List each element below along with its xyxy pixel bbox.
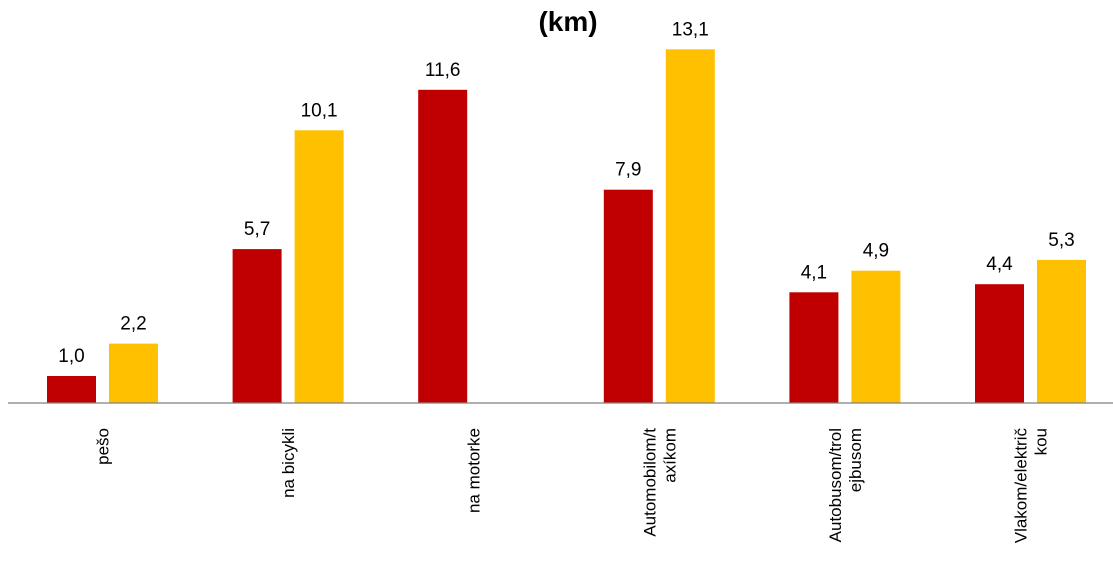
bar-s2-c5 [851, 270, 901, 403]
chart-title: (km) [538, 6, 597, 37]
category-label-4-line-1: Automobilom/t [640, 428, 659, 537]
bar-s1-c6 [975, 284, 1024, 403]
bar-s2-c1 [109, 343, 158, 403]
category-label-3-line-1: na motorke [465, 428, 484, 513]
category-label-5: Autobusom/trolejbusom [826, 428, 865, 542]
category-label-6-line-1: Vlakom/električ [1012, 428, 1031, 544]
bar-s1-c3 [418, 89, 468, 404]
value-label-s2-c4: 13,1 [672, 19, 709, 40]
value-label-s1-c2: 5,7 [244, 219, 270, 240]
category-labels-group: pešo na bicykli na motorke Automobilom/taxí… [94, 428, 1051, 544]
value-label-s2-c1: 2,2 [120, 314, 146, 335]
bar-s1-c1 [47, 376, 96, 403]
category-label-2-line-1: na bicykli [279, 428, 298, 498]
category-label-3: na motorke [465, 428, 484, 513]
category-label-5-line-2: ejbusom [846, 428, 865, 492]
category-label-4: Automobilom/taxíkom [640, 428, 679, 537]
category-label-6: Vlakom/električkou [1012, 428, 1051, 544]
bar-s2-c2 [294, 130, 344, 404]
bar-s2-c4 [665, 49, 715, 404]
value-label-s2-c2: 10,1 [301, 100, 338, 121]
value-label-s1-c6: 4,4 [986, 254, 1013, 275]
bar-s2-c6 [1037, 259, 1086, 403]
bar-s1-c4 [603, 189, 653, 403]
category-label-1-line-1: pešo [94, 428, 113, 465]
value-label-s2-c5: 4,9 [863, 241, 889, 262]
bars-group [47, 49, 1086, 404]
category-label-1: pešo [94, 428, 113, 465]
value-label-s1-c5: 4,1 [801, 262, 827, 283]
value-label-s1-c1: 1,0 [58, 346, 84, 367]
category-label-4-line-2: axíkom [660, 428, 679, 483]
bar-s1-c5 [789, 292, 839, 403]
value-labels-group: 1,0 2,2 5,7 10,1 11,6 7,9 13,1 4,1 4,9 4,4 5,3 [58, 19, 1074, 367]
value-label-s2-c6: 5,3 [1048, 230, 1074, 251]
value-label-s1-c3: 11,6 [425, 60, 461, 81]
value-label-s1-c4: 7,9 [615, 160, 641, 181]
bar-s1-c2 [232, 249, 282, 403]
category-label-2: na bicykli [279, 428, 298, 498]
category-label-6-line-2: kou [1032, 428, 1051, 455]
category-label-5-line-1: Autobusom/trol [826, 428, 845, 542]
